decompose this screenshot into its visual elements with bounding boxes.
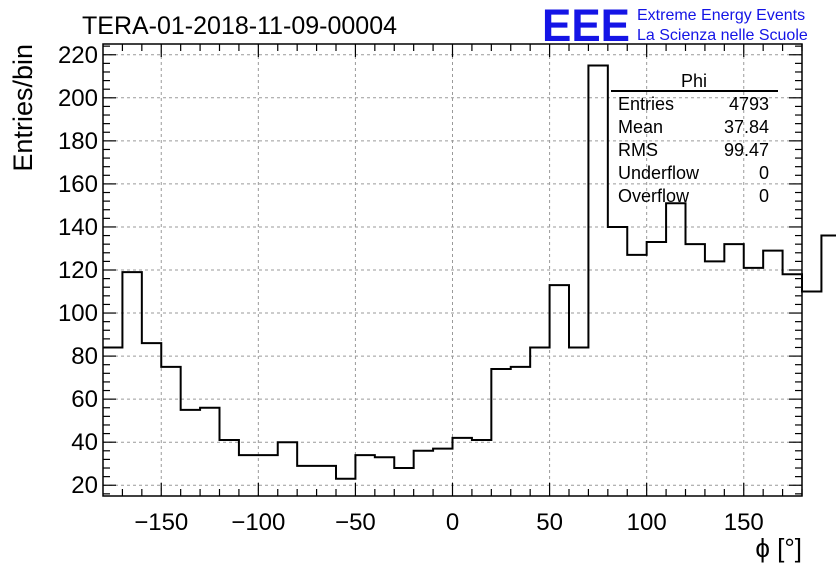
stats-box: Phi Entries 4793 Mean 37.84 RMS 99.47 Underflo… — [611, 71, 778, 206]
y-tick-label: 160 — [58, 171, 98, 198]
eee-logo: EEE Extreme Energy Events La Scienza nel… — [542, 0, 808, 51]
x-tick-labels: −150 −100 −50 0 50 100 150 — [134, 509, 764, 536]
y-tick-label: 100 — [58, 300, 98, 327]
eee-logo-mark: EEE — [542, 0, 630, 51]
y-tick-label: 40 — [71, 429, 98, 456]
stats-row-label: Mean — [618, 117, 663, 137]
x-tick-label: −50 — [335, 509, 376, 536]
x-tick-label: 100 — [627, 509, 667, 536]
stats-row-value: 99.47 — [724, 140, 769, 160]
y-tick-label: 200 — [58, 85, 98, 112]
histogram-outline — [103, 64, 836, 480]
x-tick-label: −150 — [134, 509, 188, 536]
y-tick-label: 120 — [58, 257, 98, 284]
y-tick-label: 20 — [71, 472, 98, 499]
y-tick-label: 80 — [71, 343, 98, 370]
grid-lines — [103, 44, 802, 496]
stats-title: Phi — [681, 71, 707, 91]
stats-row-label: Overflow — [618, 186, 690, 206]
x-tick-label: 150 — [724, 509, 764, 536]
x-axis-label: ϕ [°] — [755, 533, 802, 563]
y-tick-labels: 20 40 60 80 100 120 140 160 180 200 220 — [58, 42, 98, 499]
stats-row-label: Underflow — [618, 163, 700, 183]
y-tick-label: 220 — [58, 42, 98, 69]
y-tick-label: 60 — [71, 386, 98, 413]
x-tick-label: −100 — [231, 509, 285, 536]
stats-row-value: 0 — [759, 163, 769, 183]
stats-row-label: Entries — [618, 94, 674, 114]
eee-logo-line2: La Scienza nelle Scuole — [637, 27, 808, 44]
stats-rows: Entries 4793 Mean 37.84 RMS 99.47 Underflow 0 Ov… — [618, 94, 769, 206]
stats-row-value: 37.84 — [724, 117, 769, 137]
y-tick-label: 180 — [58, 128, 98, 155]
chart-title: TERA-01-2018-11-09-00004 — [82, 12, 397, 40]
y-axis-label: Entries/bin — [8, 44, 38, 172]
axis-ticks — [103, 44, 803, 496]
stats-row-label: RMS — [618, 140, 658, 160]
stats-row-value: 4793 — [729, 94, 769, 114]
eee-logo-line1: Extreme Energy Events — [637, 7, 805, 24]
x-tick-label: 50 — [536, 509, 563, 536]
y-tick-label: 140 — [58, 214, 98, 241]
stats-row-value: 0 — [759, 186, 769, 206]
x-tick-label: 0 — [446, 509, 459, 536]
